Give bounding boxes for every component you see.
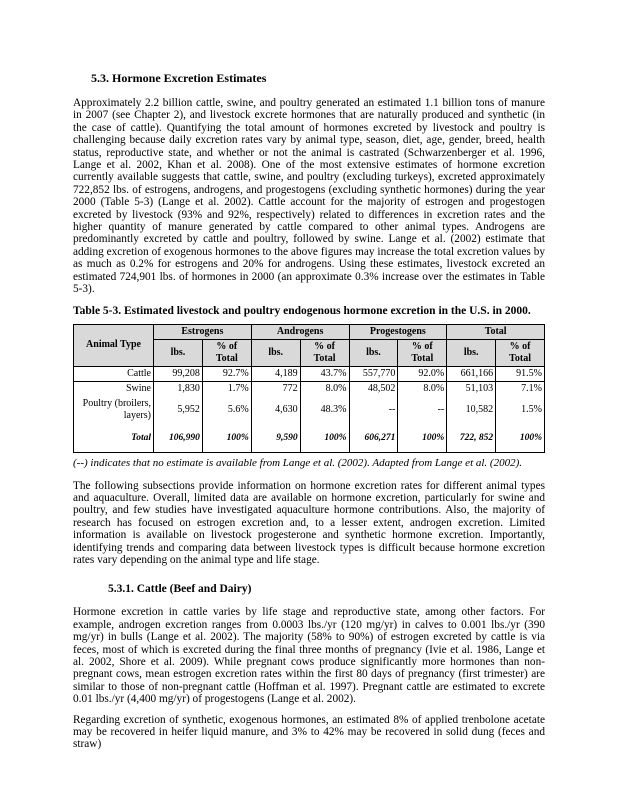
cell: 48,502 — [348, 381, 399, 396]
cell: 100% — [495, 423, 545, 453]
cell: 100% — [299, 423, 350, 453]
cell: 92.7% — [201, 366, 252, 382]
sub-header-lbs: lbs. — [153, 338, 203, 367]
sub-header-pct: % of Total — [201, 338, 252, 367]
paragraph-synthetic: Regarding excretion of synthetic, exogen… — [73, 713, 545, 751]
document-page: 5.3. Hormone Excretion Estimates Approxi… — [73, 0, 545, 751]
sub-header-lbs: lbs. — [446, 338, 497, 367]
cell: 48.3% — [299, 395, 350, 424]
cell: 100% — [397, 423, 448, 453]
sub-header-lbs: lbs. — [250, 338, 301, 367]
cell: 51,103 — [446, 381, 497, 396]
cell: 8.0% — [299, 381, 350, 396]
cell: 9,590 — [250, 423, 301, 453]
sub-header-pct: % of Total — [299, 338, 350, 367]
cell: 10,582 — [446, 395, 497, 424]
cell: -- — [397, 395, 448, 424]
section-heading: 5.3. Hormone Excretion Estimates — [91, 71, 267, 85]
cell: 100% — [201, 423, 252, 453]
sub-header-pct: % of Total — [397, 338, 448, 367]
cell: 1.5% — [495, 395, 545, 424]
paragraph-overview: Approximately 2.2 billion cattle, swine,… — [73, 97, 545, 296]
col-header-estrogens: Estrogens — [153, 323, 252, 340]
sub-header-lbs: lbs. — [348, 338, 399, 367]
table-row: Poultry (broilers, layers) 5,952 5.6% 4,… — [73, 395, 545, 424]
table-footnote: (--) indicates that no estimate is avail… — [73, 456, 523, 469]
cell: -- — [348, 395, 399, 424]
table-row: Swine 1,830 1.7% 772 8.0% 48,502 8.0% 51… — [73, 381, 545, 396]
cell: 557,770 — [348, 366, 399, 382]
row-label: Swine — [73, 381, 154, 396]
sub-header-pct: % of Total — [495, 338, 545, 367]
cell: 5.6% — [201, 395, 252, 424]
cell: 4,189 — [250, 366, 301, 382]
cell: 606,271 — [348, 423, 399, 453]
cell: 1,830 — [153, 381, 203, 396]
row-label: Poultry (broilers, layers) — [73, 395, 154, 424]
cell: 5,952 — [153, 395, 203, 424]
cell: 661,166 — [446, 366, 497, 382]
cell: 4,630 — [250, 395, 301, 424]
cell: 722, 852 — [446, 423, 497, 453]
table-caption: Table 5-3. Estimated livestock and poult… — [73, 304, 531, 317]
cell: 99,208 — [153, 366, 203, 382]
cell: 7.1% — [495, 381, 545, 396]
cell: 772 — [250, 381, 301, 396]
col-header-progestogens: Progestogens — [348, 323, 448, 340]
cell: 43.7% — [299, 366, 350, 382]
paragraph-cattle: Hormone excretion in cattle varies by li… — [73, 606, 545, 706]
cell: 91.5% — [495, 366, 545, 382]
row-label: Cattle — [73, 366, 154, 382]
table-row: Cattle 99,208 92.7% 4,189 43.7% 557,770 … — [73, 366, 545, 382]
row-label: Total — [73, 423, 154, 453]
table-row-total: Total 106,990 100% 9,590 100% 606,271 10… — [73, 423, 545, 453]
cell: 8.0% — [397, 381, 448, 396]
cell: 106,990 — [153, 423, 203, 453]
cell: 92.0% — [397, 366, 448, 382]
subsection-heading: 5.3.1. Cattle (Beef and Dairy) — [108, 583, 252, 596]
paragraph-subsections: The following subsections provide inform… — [73, 479, 545, 566]
col-header-animal-type: Animal Type — [73, 323, 154, 367]
col-header-total: Total — [446, 323, 545, 340]
cell: 1.7% — [201, 381, 252, 396]
col-header-androgens: Androgens — [250, 323, 350, 340]
hormone-excretion-table: Animal Type Estrogens Androgens Progesto… — [73, 323, 545, 453]
